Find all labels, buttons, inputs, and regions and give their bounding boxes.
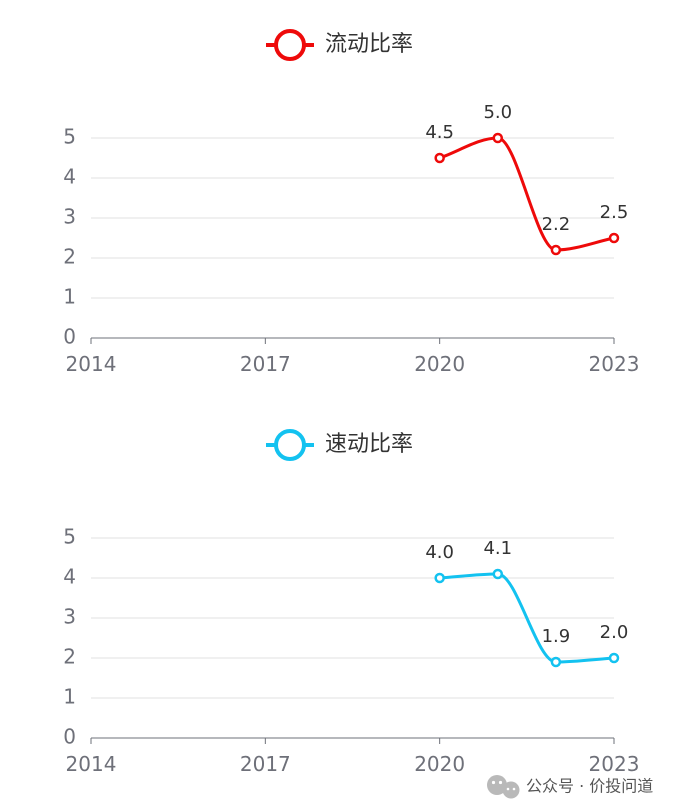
x-tick-label: 2017: [240, 752, 291, 776]
legend: 速动比率: [266, 429, 413, 461]
y-tick-label: 0: [63, 325, 76, 349]
data-point: [550, 244, 562, 256]
x-tick-label: 2014: [66, 352, 117, 376]
data-label: 1.9: [542, 626, 571, 647]
data-label: 5.0: [483, 102, 512, 123]
legend-label: 速动比率: [325, 432, 413, 457]
y-tick-label: 0: [63, 725, 76, 749]
y-tick-label: 1: [63, 285, 76, 309]
chart-current-ratio: 流动比率 0 1 2 3 4 5 2014 2017 2020 2023 4.5 5.0 2.2 2.5: [63, 29, 640, 376]
x-tick-label: 2023: [589, 752, 640, 776]
wechat-icon: [487, 775, 520, 799]
series-line: [439, 572, 615, 664]
y-tick-label: 2: [63, 245, 76, 269]
legend-marker: [274, 29, 306, 61]
data-point: [608, 232, 620, 244]
data-label: 2.2: [542, 214, 571, 235]
data-label: 2.0: [600, 622, 629, 643]
y-tick-label: 1: [63, 685, 76, 709]
y-tick-label: 5: [63, 525, 76, 549]
y-tick-label: 3: [63, 605, 76, 629]
y-tick-label: 4: [63, 565, 76, 589]
y-tick-label: 4: [63, 165, 76, 189]
x-tick-label: 2014: [66, 752, 117, 776]
legend-label: 流动比率: [325, 32, 413, 57]
series-line: [439, 136, 615, 252]
chart-quick-ratio: 速动比率 0 1 2 3 4 5 2014 2017 2020 2023 4.0 4.1 1.9 2.0: [63, 429, 640, 776]
watermark-text: 公众号 · 价投问道: [526, 777, 653, 796]
x-tick-label: 2017: [240, 352, 291, 376]
data-label: 4.1: [483, 538, 512, 559]
legend: 流动比率: [266, 29, 413, 61]
data-point: [550, 656, 562, 668]
data-point: [608, 652, 620, 664]
watermark: 公众号 · 价投问道: [487, 775, 653, 799]
legend-marker: [274, 429, 306, 461]
x-tick-label: 2020: [414, 752, 465, 776]
data-point: [434, 572, 445, 584]
data-point: [492, 132, 504, 144]
y-tick-label: 3: [63, 205, 76, 229]
y-tick-label: 2: [63, 645, 76, 669]
x-tick-label: 2020: [414, 352, 465, 376]
data-point: [492, 568, 504, 580]
data-label: 4.5: [425, 122, 454, 143]
data-label: 2.5: [600, 202, 629, 223]
x-tick-label: 2023: [589, 352, 640, 376]
data-point: [434, 152, 445, 164]
y-tick-label: 5: [63, 125, 76, 149]
data-label: 4.0: [425, 542, 454, 563]
